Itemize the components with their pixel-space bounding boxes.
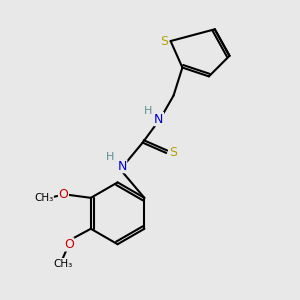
Text: S: S [169,146,177,159]
Text: O: O [58,188,68,201]
Text: N: N [117,160,127,173]
Text: O: O [64,238,74,251]
Text: CH₃: CH₃ [34,193,53,203]
Text: H: H [143,106,152,116]
Text: H: H [106,152,114,162]
Text: S: S [160,34,168,48]
Text: N: N [154,112,164,126]
Text: CH₃: CH₃ [53,259,73,269]
